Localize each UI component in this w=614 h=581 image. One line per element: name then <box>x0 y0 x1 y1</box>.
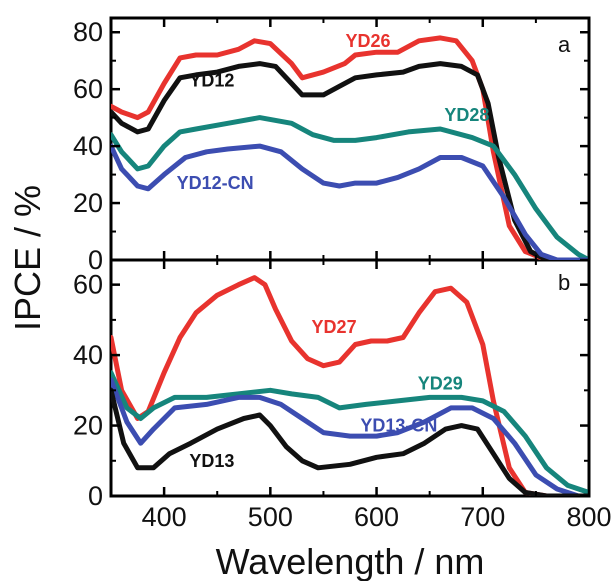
series-line-yd12-cn <box>111 143 589 260</box>
series-line-yd26 <box>111 35 589 260</box>
x-tick-label: 600 <box>354 502 399 532</box>
series-line-yd13 <box>111 387 589 496</box>
x-tick-label: 400 <box>142 502 187 532</box>
x-axis-title: Wavelength / nm <box>216 541 485 581</box>
y-tick-label: 80 <box>73 17 103 47</box>
series-line-yd29 <box>111 370 589 495</box>
series-line-yd12 <box>111 61 589 260</box>
panel-b-letter: b <box>558 270 570 295</box>
panel-b-frame <box>109 258 591 498</box>
x-tick-label: 800 <box>566 502 611 532</box>
panel-a-letter: a <box>558 32 571 57</box>
series-label-yd13: YD13 <box>189 451 234 471</box>
y-tick-label: 20 <box>73 188 103 218</box>
y-tick-label: 0 <box>88 481 103 511</box>
series-label-yd28: YD28 <box>444 105 489 125</box>
series-line-yd27 <box>111 275 589 496</box>
y-axis-title: IPCE / % <box>7 185 48 331</box>
series-line-yd13-cn <box>111 377 589 496</box>
series-label-yd13-cn: YD13-CN <box>360 416 437 436</box>
x-tick-label: 500 <box>248 502 293 532</box>
axis-ticks <box>110 18 591 498</box>
y-tick-label: 40 <box>73 340 103 370</box>
series-label-yd12-cn: YD12-CN <box>177 173 254 193</box>
y-tick-label: 60 <box>73 270 103 300</box>
series-label-yd12: YD12 <box>189 71 234 91</box>
y-tick-label: 40 <box>73 131 103 161</box>
series-label-yd27: YD27 <box>312 317 357 337</box>
x-tick-label: 700 <box>460 502 505 532</box>
y-tick-label: 20 <box>73 411 103 441</box>
series-label-yd29: YD29 <box>418 373 463 393</box>
y-tick-label: 0 <box>88 245 103 275</box>
series-labels: YD26 YD12 YD28 YD12-CN YD27 YD29 YD13-CN YD13 <box>177 31 490 471</box>
series-line-yd28 <box>111 115 589 260</box>
panel-a-plot <box>111 35 589 260</box>
panel-b-plot <box>111 275 589 496</box>
y-tick-label: 60 <box>73 74 103 104</box>
series-label-yd26: YD26 <box>346 31 391 51</box>
